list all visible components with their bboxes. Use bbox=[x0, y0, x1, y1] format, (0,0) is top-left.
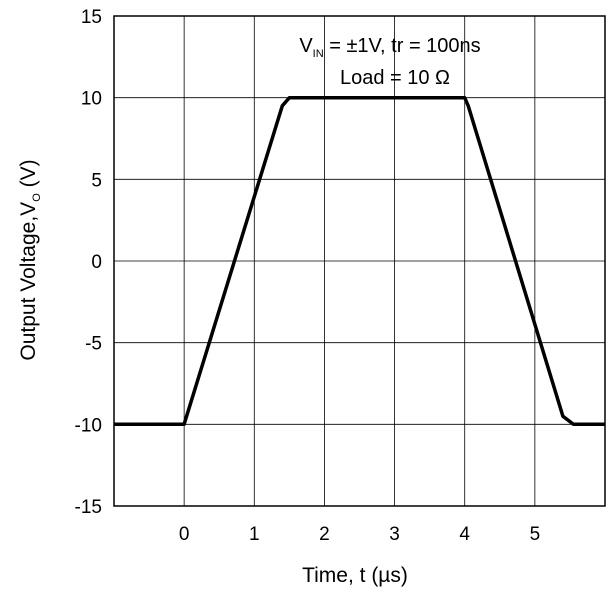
annotation-vin-rest: = ±1V, tr = 100ns bbox=[324, 35, 481, 57]
annotation-load: Load = 10 Ω bbox=[340, 67, 450, 89]
x-tick-label: 3 bbox=[389, 524, 400, 545]
y-tick-label: 15 bbox=[81, 7, 102, 28]
x-tick-labels: 0 1 2 3 4 5 bbox=[179, 524, 540, 545]
y-axis-title: Output Voltage,VO (V) bbox=[17, 159, 43, 360]
y-tick-label: 5 bbox=[91, 170, 102, 191]
annotation-vin-subscript: IN bbox=[313, 48, 324, 60]
x-tick-label: 1 bbox=[249, 524, 260, 545]
x-tick-label: 0 bbox=[179, 524, 190, 545]
y-tick-label: -10 bbox=[75, 415, 102, 436]
y-tick-labels: 15 10 5 0 -5 -10 -15 bbox=[75, 7, 102, 518]
x-axis-title: Time, t (µs) bbox=[302, 564, 408, 587]
y-axis-title-unit: (V) bbox=[17, 159, 40, 193]
grid-lines bbox=[114, 16, 605, 506]
output-voltage-line bbox=[114, 95, 605, 427]
series-layer bbox=[114, 95, 605, 427]
x-tick-label: 5 bbox=[530, 524, 541, 545]
annotation-input-spec: VIN = ±1V, tr = 100ns bbox=[299, 35, 480, 60]
y-tick-label: -15 bbox=[75, 497, 102, 518]
y-axis-title-subscript: O bbox=[31, 193, 43, 202]
x-tick-label: 2 bbox=[319, 524, 330, 545]
plot-frame bbox=[113, 15, 606, 507]
y-tick-label: 0 bbox=[91, 252, 102, 273]
annotation-vin-v: V bbox=[299, 35, 313, 57]
y-axis-title-main: Output Voltage,V bbox=[17, 202, 40, 361]
x-tick-label: 4 bbox=[459, 524, 470, 545]
y-tick-label: -5 bbox=[85, 334, 102, 355]
y-tick-label: 10 bbox=[81, 89, 102, 110]
